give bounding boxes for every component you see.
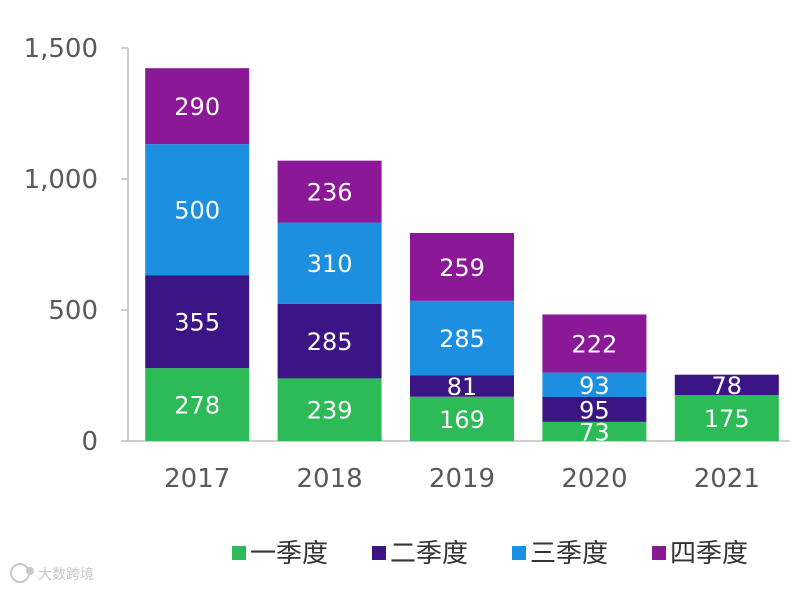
- bar-segment: [410, 375, 514, 397]
- bar-segment: [277, 160, 382, 223]
- bars: [145, 68, 779, 441]
- bar-segment: [542, 421, 647, 441]
- data-label: 278: [174, 392, 220, 420]
- watermark-text: 大数跨境: [38, 567, 94, 583]
- data-label: 175: [704, 405, 750, 433]
- data-label: 500: [174, 197, 220, 225]
- data-label: 95: [579, 396, 610, 424]
- x-tick-label: 2020: [561, 464, 627, 494]
- legend-label: 二季度: [390, 539, 468, 569]
- axes: 0 500 1,000 1,500 2017 2018 2019 2020 2021: [24, 34, 790, 494]
- bar-segment: [674, 395, 779, 441]
- legend-swatch: [512, 546, 526, 560]
- data-label: 285: [307, 328, 353, 356]
- legend-swatch: [652, 546, 666, 560]
- bar-segment: [542, 396, 647, 422]
- bar-segment: [410, 300, 514, 376]
- bar-segment: [277, 303, 382, 379]
- data-label: 73: [579, 418, 610, 446]
- bar-segment: [410, 396, 514, 441]
- bar-segment: [145, 275, 250, 369]
- data-label: 169: [439, 406, 485, 434]
- data-label: 290: [174, 93, 220, 121]
- y-tick-label: 0: [81, 427, 98, 457]
- data-label: 78: [712, 372, 743, 400]
- data-label: 239: [307, 397, 353, 425]
- x-tick-label: 2017: [164, 464, 230, 494]
- bar-segment: [410, 232, 514, 301]
- data-label: 259: [439, 254, 485, 282]
- watermark-logo-icon: [10, 563, 34, 583]
- bar-segment: [145, 68, 250, 145]
- bar-segment: [145, 144, 250, 276]
- data-label: 236: [307, 179, 353, 207]
- watermark: 大数跨境: [10, 563, 94, 583]
- x-tick-label: 2021: [694, 464, 760, 494]
- data-label: 81: [447, 373, 478, 401]
- bar-segment: [277, 378, 382, 441]
- data-label: 93: [579, 372, 610, 400]
- legend-label: 三季度: [530, 539, 608, 569]
- y-tick-label: 1,000: [24, 165, 98, 195]
- data-label: 222: [571, 331, 617, 359]
- y-tick-label: 1,500: [24, 34, 98, 64]
- x-tick-label: 2019: [429, 464, 495, 494]
- bar-segment: [277, 222, 382, 304]
- x-tick-label: 2018: [297, 464, 363, 494]
- y-tick-label: 500: [48, 296, 98, 326]
- legend-label: 一季度: [250, 539, 328, 569]
- bar-segment: [542, 372, 647, 397]
- bar-segment: [145, 368, 250, 441]
- data-label: 355: [174, 309, 220, 337]
- legend-swatch: [232, 546, 246, 560]
- bar-segment: [674, 374, 779, 396]
- data-labels: 278 355 500 290 239 285 310 236 169 81 285 259 73959…: [174, 93, 749, 446]
- legend-label: 四季度: [670, 539, 748, 569]
- legend-swatch: [372, 546, 386, 560]
- data-label: 285: [439, 325, 485, 353]
- bar-segment: [542, 314, 647, 373]
- legend: 一季度 二季度 三季度 四季度: [232, 539, 748, 569]
- data-label: 310: [307, 250, 353, 278]
